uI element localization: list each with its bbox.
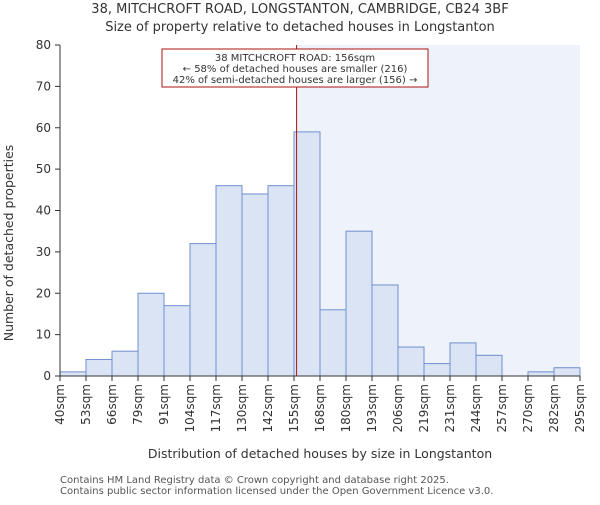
- bar: [267, 185, 295, 377]
- chart-title-line2: Size of property relative to detached ho…: [105, 20, 495, 35]
- annotation-line3: 42% of semi-detached houses are larger (…: [173, 75, 418, 86]
- y-tick-label: 10: [36, 328, 51, 342]
- y-axis-label: Number of detached properties: [1, 145, 16, 342]
- chart-title-line1: 38, MITCHCROFT ROAD, LONGSTANTON, CAMBRI…: [91, 2, 508, 17]
- bar: [527, 371, 555, 377]
- x-tick-label: 79sqm: [131, 384, 145, 425]
- bar: [241, 193, 269, 377]
- x-axis-label: Distribution of detached houses by size …: [148, 446, 492, 461]
- x-tick-label: 130sqm: [235, 384, 249, 432]
- bar: [59, 371, 87, 377]
- x-tick-label: 270sqm: [521, 384, 535, 432]
- x-tick-label: 244sqm: [469, 384, 483, 432]
- y-tick-label: 80: [36, 38, 51, 52]
- axes-layer: 0 10 20 30 40 50 60 70 80 40sqm 53sqm 66sqm 79sqm 91s…: [36, 38, 587, 432]
- y-tick-label: 0: [43, 369, 51, 383]
- y-tick-label: 40: [36, 204, 51, 218]
- bar: [215, 185, 243, 377]
- bar: [111, 350, 139, 377]
- annotation-frame: [161, 48, 429, 88]
- bar: [293, 131, 321, 377]
- x-tick-label: 168sqm: [313, 384, 327, 432]
- x-tick-label: 295sqm: [573, 384, 587, 432]
- bar: [371, 284, 399, 377]
- x-tick-label: 40sqm: [53, 384, 67, 425]
- bar: [423, 363, 451, 377]
- x-tick-label: 257sqm: [495, 384, 509, 432]
- x-tick-label: 231sqm: [443, 384, 457, 432]
- y-tick-label: 70: [36, 79, 51, 93]
- x-tick-label: 180sqm: [339, 384, 353, 432]
- bar: [85, 358, 113, 377]
- bar: [449, 342, 477, 377]
- x-tick-label: 117sqm: [209, 384, 223, 432]
- annotation-line2: ← 58% of detached houses are smaller (21…: [183, 64, 408, 75]
- annotation-line1: 38 MITCHCROFT ROAD: 156sqm: [215, 53, 375, 64]
- y-tick-label: 20: [36, 286, 51, 300]
- bar: [475, 354, 503, 377]
- annotation-box: 38 MITCHCROFT ROAD: 156sqm ← 58% of deta…: [161, 48, 429, 88]
- x-tick-label: 142sqm: [261, 384, 275, 432]
- bar: [345, 230, 373, 377]
- x-tick-label: 91sqm: [157, 384, 171, 425]
- bar: [397, 346, 425, 377]
- x-tick-label: 219sqm: [417, 384, 431, 432]
- bar: [137, 292, 165, 377]
- bars-layer: [59, 131, 581, 377]
- y-tick-label: 30: [36, 245, 51, 259]
- bar: [553, 367, 581, 377]
- y-tick-label: 50: [36, 162, 51, 176]
- x-tick-label: 104sqm: [183, 384, 197, 432]
- x-tick-label: 282sqm: [547, 384, 561, 432]
- x-tick-label: 66sqm: [105, 384, 119, 425]
- x-tick-label: 155sqm: [287, 384, 301, 432]
- bar: [319, 309, 347, 377]
- bar: [189, 243, 217, 377]
- x-tick-label: 53sqm: [79, 384, 93, 425]
- x-tick-label: 193sqm: [365, 384, 379, 432]
- y-tick-label: 60: [36, 121, 51, 135]
- footer-line1: Contains HM Land Registry data © Crown c…: [60, 475, 449, 486]
- footer-line2: Contains public sector information licen…: [60, 486, 493, 497]
- x-tick-label: 206sqm: [391, 384, 405, 432]
- bar: [163, 305, 191, 377]
